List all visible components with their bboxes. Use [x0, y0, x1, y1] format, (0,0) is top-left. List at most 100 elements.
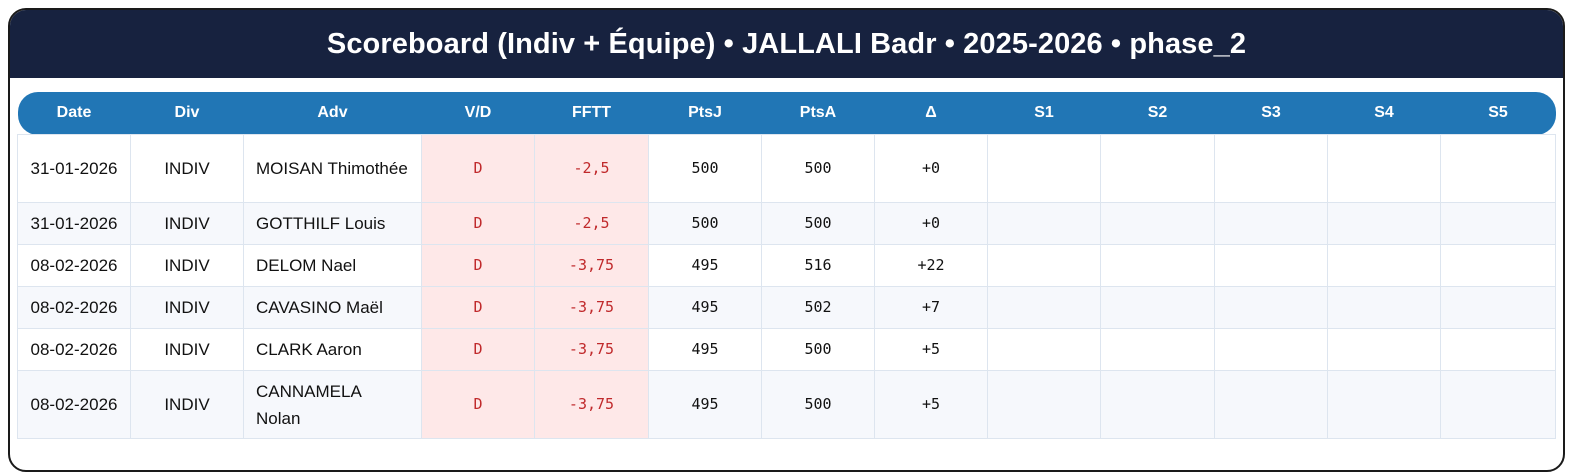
cell-ptsa: 500 — [761, 370, 875, 439]
cell-s5 — [1440, 328, 1556, 371]
cell-s4 — [1327, 202, 1441, 245]
cell-s5 — [1440, 244, 1556, 287]
cell-s2 — [1100, 134, 1215, 203]
cell-ptsj: 495 — [648, 244, 762, 287]
cell-date: 08-02-2026 — [17, 370, 131, 439]
column-header-date[interactable]: Date — [56, 104, 92, 121]
cell-s2 — [1100, 244, 1215, 287]
table-row: 08-02-2026 INDIV CLARK Aaron D -3,75 495… — [17, 328, 1556, 371]
table-row: 31-01-2026 INDIV MOISAN Thimothée D -2,5… — [17, 134, 1556, 203]
column-header-ptsa[interactable]: PtsA — [799, 104, 837, 121]
cell-vd: D — [421, 202, 535, 245]
cell-date: 31-01-2026 — [17, 202, 131, 245]
cell-s1 — [987, 202, 1101, 245]
column-header-fftt[interactable]: FFTT — [571, 104, 612, 121]
cell-delta: +5 — [874, 370, 988, 439]
cell-s5 — [1440, 202, 1556, 245]
cell-fftt: -2,5 — [534, 202, 649, 245]
cell-s3 — [1214, 328, 1328, 371]
cell-s3 — [1214, 202, 1328, 245]
cell-adv: MOISAN Thimothée — [243, 134, 422, 203]
scoreboard-table-container: Date Div Adv V/D FFTT PtsJ PtsA Δ S1 S2 … — [17, 92, 1556, 439]
cell-adv: GOTTHILF Louis — [243, 202, 422, 245]
cell-ptsa: 502 — [761, 286, 875, 329]
cell-div: INDIV — [130, 202, 244, 245]
table-row: 08-02-2026 INDIV CAVASINO Maël D -3,75 4… — [17, 286, 1556, 329]
table-row: 08-02-2026 INDIV DELOM Nael D -3,75 495 … — [17, 244, 1556, 287]
cell-s4 — [1327, 134, 1441, 203]
cell-date: 08-02-2026 — [17, 286, 131, 329]
cell-s1 — [987, 328, 1101, 371]
cell-div: INDIV — [130, 370, 244, 439]
cell-s3 — [1214, 134, 1328, 203]
table-row: 31-01-2026 INDIV GOTTHILF Louis D -2,5 5… — [17, 202, 1556, 245]
cell-fftt: -3,75 — [534, 244, 649, 287]
cell-s5 — [1440, 134, 1556, 203]
cell-s2 — [1100, 202, 1215, 245]
table-row: 08-02-2026 INDIV CANNAMELA Nolan D -3,75… — [17, 370, 1556, 439]
cell-delta: +22 — [874, 244, 988, 287]
cell-s4 — [1327, 370, 1441, 439]
cell-s3 — [1214, 370, 1328, 439]
cell-div: INDIV — [130, 286, 244, 329]
cell-vd: D — [421, 244, 535, 287]
cell-ptsa: 500 — [761, 134, 875, 203]
column-header-ptsj[interactable]: PtsJ — [688, 104, 722, 121]
column-header-div[interactable]: Div — [174, 104, 200, 121]
cell-date: 08-02-2026 — [17, 244, 131, 287]
cell-vd: D — [421, 328, 535, 371]
cell-ptsj: 500 — [648, 134, 762, 203]
cell-s5 — [1440, 370, 1556, 439]
scoreboard-table: Date Div Adv V/D FFTT PtsJ PtsA Δ S1 S2 … — [17, 92, 1556, 439]
cell-delta: +5 — [874, 328, 988, 371]
cell-adv: CLARK Aaron — [243, 328, 422, 371]
cell-s1 — [987, 286, 1101, 329]
cell-ptsj: 495 — [648, 286, 762, 329]
cell-fftt: -3,75 — [534, 286, 649, 329]
column-header-adv[interactable]: Adv — [317, 104, 348, 121]
cell-ptsa: 516 — [761, 244, 875, 287]
cell-ptsa: 500 — [761, 328, 875, 371]
cell-ptsj: 495 — [648, 328, 762, 371]
cell-s4 — [1327, 286, 1441, 329]
cell-ptsj: 495 — [648, 370, 762, 439]
column-header-s1[interactable]: S1 — [1034, 104, 1054, 121]
column-header-vd[interactable]: V/D — [464, 104, 492, 121]
column-header-s2[interactable]: S2 — [1147, 104, 1168, 121]
cell-fftt: -3,75 — [534, 370, 649, 439]
cell-vd: D — [421, 286, 535, 329]
cell-s4 — [1327, 328, 1441, 371]
cell-fftt: -2,5 — [534, 134, 649, 203]
cell-s2 — [1100, 286, 1215, 329]
cell-fftt: -3,75 — [534, 328, 649, 371]
cell-adv: CAVASINO Maël — [243, 286, 422, 329]
cell-div: INDIV — [130, 328, 244, 371]
cell-div: INDIV — [130, 244, 244, 287]
cell-adv: DELOM Nael — [243, 244, 422, 287]
cell-ptsj: 500 — [648, 202, 762, 245]
table-header-row: Date Div Adv V/D FFTT PtsJ PtsA Δ S1 S2 … — [17, 92, 1556, 135]
cell-delta: +0 — [874, 134, 988, 203]
column-header-delta[interactable]: Δ — [925, 104, 937, 121]
scoreboard-panel: Scoreboard (Indiv + Équipe) • JALLALI Ba… — [8, 8, 1565, 472]
cell-ptsa: 500 — [761, 202, 875, 245]
cell-delta: +7 — [874, 286, 988, 329]
cell-s1 — [987, 370, 1101, 439]
cell-div: INDIV — [130, 134, 244, 203]
cell-s4 — [1327, 244, 1441, 287]
cell-s3 — [1214, 244, 1328, 287]
cell-delta: +0 — [874, 202, 988, 245]
cell-s3 — [1214, 286, 1328, 329]
cell-s2 — [1100, 370, 1215, 439]
column-header-s3[interactable]: S3 — [1261, 104, 1281, 121]
cell-s2 — [1100, 328, 1215, 371]
cell-s1 — [987, 134, 1101, 203]
cell-date: 31-01-2026 — [17, 134, 131, 203]
cell-s5 — [1440, 286, 1556, 329]
page-title: Scoreboard (Indiv + Équipe) • JALLALI Ba… — [10, 10, 1563, 78]
cell-adv: CANNAMELA Nolan — [243, 370, 422, 439]
column-header-s5[interactable]: S5 — [1488, 104, 1508, 121]
cell-date: 08-02-2026 — [17, 328, 131, 371]
cell-s1 — [987, 244, 1101, 287]
column-header-s4[interactable]: S4 — [1374, 104, 1394, 121]
